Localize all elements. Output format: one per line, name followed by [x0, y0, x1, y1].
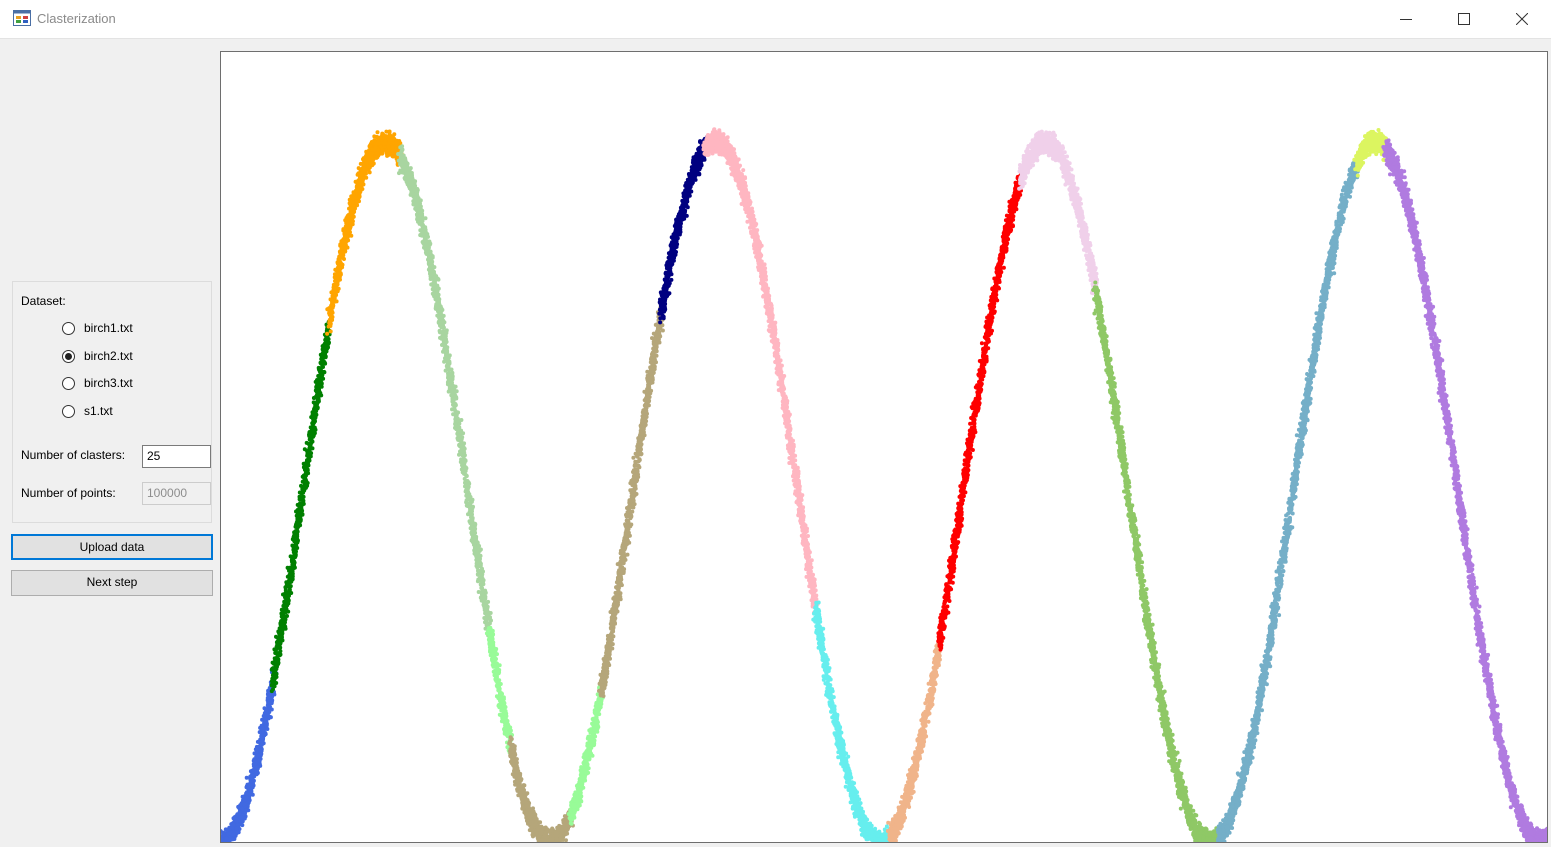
app-form-icon [13, 10, 31, 26]
cluster-4 [396, 144, 493, 638]
cluster-7 [566, 685, 605, 826]
radio-label-birch2: birch2.txt [84, 349, 133, 363]
radio-birch1[interactable]: birch1.txt [62, 319, 133, 337]
cluster-5 [484, 625, 514, 755]
cluster-8 [597, 305, 665, 698]
radio-label-birch3: birch3.txt [84, 376, 133, 390]
cluster-3 [325, 129, 405, 336]
cluster-12 [885, 639, 945, 842]
clusters-label: Number of clasters: [21, 448, 126, 462]
maximize-button[interactable] [1435, 0, 1493, 38]
points-input: 100000 [142, 482, 211, 505]
points-label: Number of points: [21, 486, 116, 500]
radio-button-s1[interactable] [62, 404, 75, 418]
window-title: Clasterization [37, 11, 116, 26]
radio-birch2[interactable]: birch2.txt [62, 347, 133, 365]
minimize-icon [1400, 19, 1412, 20]
cluster-9 [657, 135, 710, 325]
radio-button-birch2[interactable] [62, 349, 75, 363]
radio-button-birch1[interactable] [62, 321, 75, 335]
radio-label-birch1: birch1.txt [84, 321, 133, 335]
radio-button-birch3[interactable] [62, 376, 75, 390]
close-icon [1516, 13, 1528, 25]
dataset-label: Dataset: [21, 294, 66, 308]
dataset-groupbox [12, 281, 212, 523]
cluster-13 [936, 172, 1024, 652]
upload-data-button[interactable]: Upload data [11, 534, 213, 560]
cluster-14 [1017, 129, 1100, 301]
radio-label-s1: s1.txt [84, 404, 113, 418]
next-step-button[interactable]: Next step [11, 570, 213, 596]
cluster-2 [269, 319, 333, 694]
cluster-15 [1091, 280, 1223, 842]
scatter-plot-panel [220, 51, 1548, 843]
cluster-11 [811, 600, 893, 842]
minimize-button[interactable] [1377, 0, 1435, 38]
cluster-1 [221, 667, 279, 842]
radio-s1[interactable]: s1.txt [62, 402, 113, 420]
title-bar: Clasterization [0, 0, 1551, 39]
clusters-input[interactable]: 25 [142, 445, 211, 468]
cluster-6 [507, 735, 575, 842]
cluster-16 [1215, 159, 1360, 842]
radio-birch3[interactable]: birch3.txt [62, 374, 133, 392]
maximize-icon [1458, 13, 1470, 25]
cluster-10 [701, 127, 820, 616]
close-button[interactable] [1493, 0, 1551, 38]
scatter-plot [221, 127, 1547, 842]
cluster-18 [1381, 138, 1547, 842]
